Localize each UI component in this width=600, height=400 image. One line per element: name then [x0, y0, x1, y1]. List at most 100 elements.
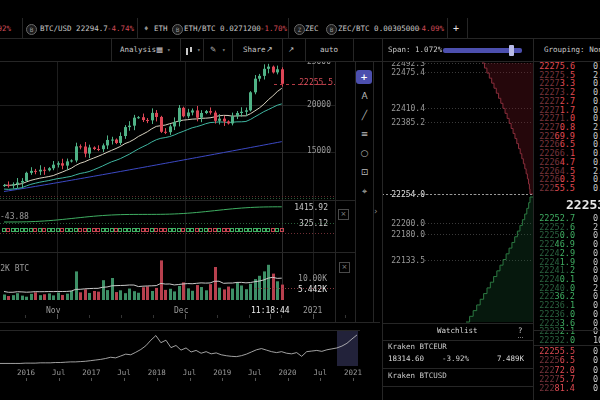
- ticker-change: -4.09%: [417, 23, 444, 34]
- nav-x-tick: Jul: [180, 368, 200, 377]
- trendline-tool[interactable]: ╱: [356, 108, 373, 122]
- divider: [305, 38, 306, 61]
- add-tool[interactable]: +: [356, 70, 372, 84]
- divider: [335, 61, 336, 322]
- current-time-label: 11:18:44: [251, 306, 290, 315]
- indicator-value: 1415.92: [294, 203, 328, 212]
- fib-tool[interactable]: ≡: [356, 127, 373, 141]
- depth-price-label: 22133.5: [391, 256, 425, 265]
- ticker-change: -4.74%: [107, 23, 134, 34]
- divider: [447, 18, 448, 38]
- divider: [353, 38, 354, 61]
- share-button[interactable]: Share: [243, 44, 266, 56]
- btc-coin-icon: B: [26, 24, 37, 35]
- divider: [382, 340, 533, 341]
- span-slider-thumb[interactable]: [509, 45, 514, 56]
- ticker-coin-label: ETH: [154, 23, 168, 34]
- divider: [0, 38, 600, 39]
- divider: [111, 38, 112, 61]
- ticker-coin-label: ZEC: [305, 23, 319, 34]
- nav-x-tick: 2019: [212, 368, 232, 377]
- current-price-label: 22255.5: [299, 78, 333, 87]
- watchlist-row-change: -3.92%: [442, 353, 469, 365]
- divider: [382, 38, 383, 400]
- indicator-left-label: -43.88: [0, 212, 29, 221]
- chart-area[interactable]: 25000200001500022255.51415.92325.12-43.8…: [0, 61, 355, 322]
- nav-x-tick: Jul: [49, 368, 69, 377]
- nav-x-tick: Jul: [114, 368, 134, 377]
- add-pair-button[interactable]: +: [453, 23, 459, 34]
- divider: [232, 38, 233, 61]
- order-book-bids: 22252.70.12022252.62.00022250.00.0502224…: [533, 214, 600, 345]
- btc-coin-icon: B: [172, 24, 183, 35]
- watchlist-row-volume: 7.489K: [497, 353, 524, 365]
- divider: [180, 38, 181, 61]
- divider: [355, 61, 356, 322]
- depth-price-label: 22180.0: [391, 230, 425, 239]
- watchlist-row-name[interactable]: Kraken BTCUSD: [388, 370, 447, 382]
- watchlist-title: Watchlist: [437, 325, 478, 337]
- zec-coin-icon: Z: [294, 24, 305, 35]
- nav-x-tick: Jul: [310, 368, 330, 377]
- indicator-value: 325.12: [299, 219, 328, 228]
- divider: [533, 38, 534, 400]
- divider: [22, 18, 23, 38]
- nav-x-tick: 2018: [147, 368, 167, 377]
- nav-x-tick: 2020: [278, 368, 298, 377]
- trade-history: 22255.50.03522256.50.20022272.00.1502227…: [533, 347, 600, 393]
- candle-type-icon[interactable]: [185, 47, 194, 56]
- divider: [382, 323, 533, 324]
- divider: [0, 330, 360, 331]
- volume-current: 5.442K: [298, 285, 327, 294]
- divider: [382, 386, 533, 387]
- auto-scale-button[interactable]: auto: [320, 44, 338, 56]
- text-tool[interactable]: A: [356, 89, 373, 103]
- depth-price-label: 22385.2: [391, 118, 425, 127]
- depth-price-label: 22475.4: [391, 68, 425, 77]
- rect-tool[interactable]: ⊡: [356, 165, 373, 179]
- watchlist-help-icon[interactable]: ?: [518, 325, 523, 338]
- analysis-button[interactable]: Analysis: [120, 44, 156, 56]
- divider: [373, 61, 374, 322]
- depth-price-label: 22410.4: [391, 104, 425, 113]
- order-book-row[interactable]: 22281.40.061: [533, 384, 600, 393]
- y-tick: 15000: [307, 146, 331, 155]
- depth-chart[interactable]: 22492.322475.422410.422385.222254.022200…: [382, 61, 533, 323]
- divider: [137, 18, 138, 38]
- collapse-panel-arrow[interactable]: ›: [374, 206, 378, 216]
- draw-tool-icon[interactable]: ✎: [210, 44, 216, 56]
- crosshair-tool[interactable]: ⌖: [356, 184, 373, 198]
- divider: [0, 322, 380, 323]
- divider: [533, 345, 600, 346]
- nav-x-tick: 2016: [16, 368, 36, 377]
- share-external-icon: ↗: [266, 44, 273, 56]
- chevron-down-icon: ▾: [197, 44, 201, 56]
- depth-price-label: 22200.0: [391, 219, 425, 228]
- fullscreen-icon[interactable]: ↗: [288, 44, 294, 56]
- ticker-change: -1.70%: [260, 23, 287, 34]
- order-book-row[interactable]: 22232.010.000: [533, 336, 600, 345]
- divider: [288, 18, 289, 38]
- x-tick-dec: Dec: [174, 306, 188, 315]
- order-book-asks: 22275.60.15622275.52.00022273.30.0032227…: [533, 62, 600, 193]
- volume-tick: 10.00K: [298, 274, 327, 283]
- ticker-pair-ethbtc[interactable]: ETH/BTC 0.0271200: [184, 23, 261, 34]
- grouping-selector[interactable]: Grouping: None: [544, 44, 600, 56]
- divider: [533, 330, 600, 331]
- watchlist-row-name[interactable]: Kraken BTCEUR: [388, 341, 447, 353]
- divider: [0, 61, 600, 62]
- depth-price-label: 22254.0: [391, 190, 425, 199]
- ticker-pair-btcusd[interactable]: BTC/USD 22294.7: [40, 23, 108, 34]
- order-book-row[interactable]: 22255.50.477: [533, 184, 600, 193]
- nav-x-tick: 2021: [343, 368, 363, 377]
- volume-pane-label: 5.442K BTC: [0, 264, 29, 273]
- chevron-down-icon: ▾: [167, 44, 171, 56]
- watchlist-row-price: 18314.60: [388, 353, 424, 365]
- nav-x-tick: Jul: [245, 368, 265, 377]
- analysis-grid-icon: ▦: [156, 44, 163, 56]
- nav-x-tick: 2017: [81, 368, 101, 377]
- ticker-cut-change: -3.92%: [0, 23, 11, 34]
- ticker-pair-zecbtc[interactable]: ZEC/BTC 0.00305000: [338, 23, 419, 34]
- ellipse-tool[interactable]: ○: [356, 146, 373, 160]
- divider: [467, 18, 468, 38]
